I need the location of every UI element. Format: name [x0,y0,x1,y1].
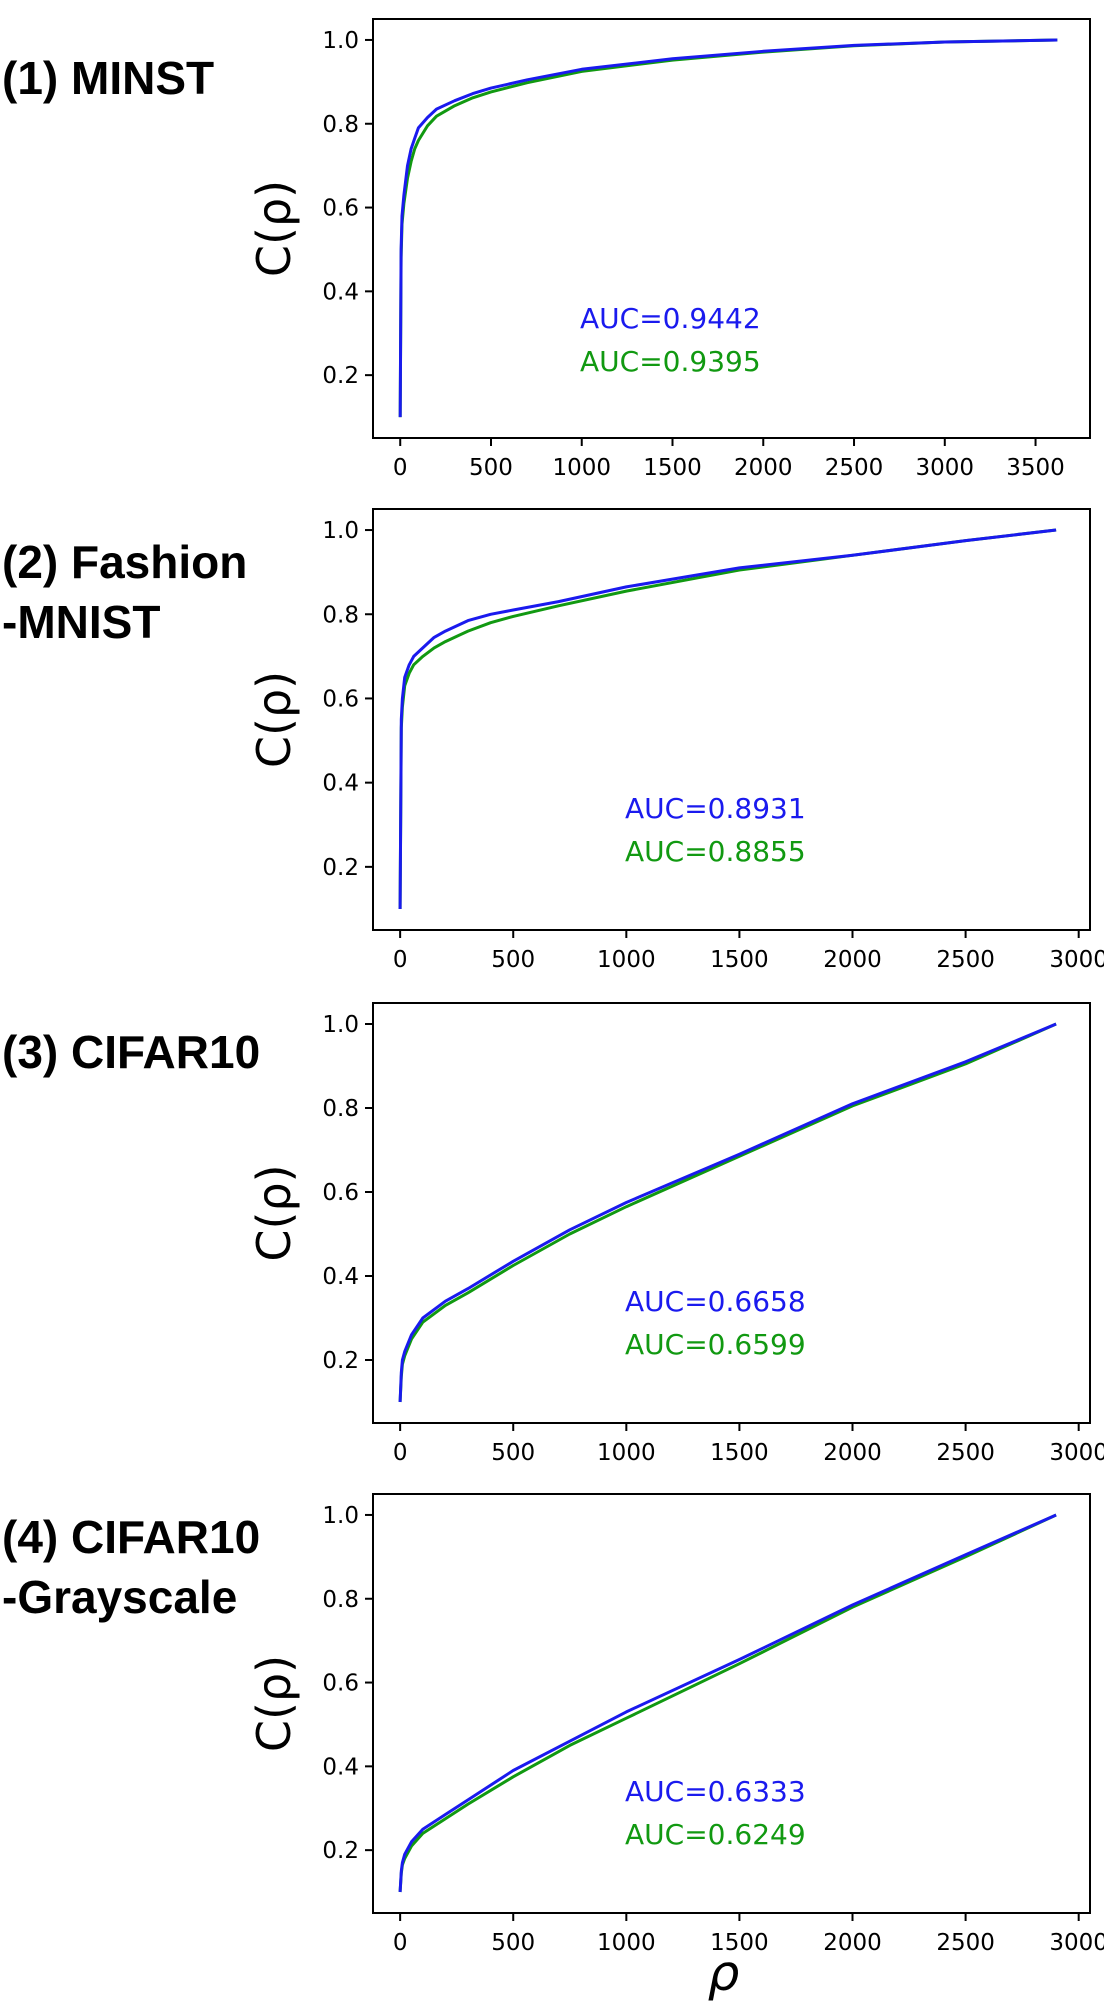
x-tick-label: 1500 [710,1930,769,1956]
y-tick-label: 0.2 [322,1348,359,1374]
y-tick-label: 0.4 [322,279,359,305]
x-tick-label: 1000 [597,1930,656,1956]
x-tick-label: 1500 [643,455,702,481]
x-tick-label: 3000 [1049,1930,1104,1956]
y-tick-label: 0.2 [322,1838,359,1864]
x-tick-label: 1000 [552,455,611,481]
x-tick-label: 1500 [710,947,769,973]
axes-frame [372,508,1091,931]
x-tick-label: 1500 [710,1440,769,1466]
x-tick-label: 3000 [916,455,975,481]
y-axis-label: C(ρ) [247,1164,301,1261]
auc-label-a: AUC=0.6658 [625,1285,806,1318]
x-tick-label: 500 [491,1930,535,1956]
y-axis-label: C(ρ) [247,180,301,277]
y-tick-label: 1.0 [322,1012,359,1038]
panel-label-1: (1) MINST [2,52,215,104]
y-axis-label: C(ρ) [247,1655,301,1752]
auc-label-a: AUC=0.8931 [625,792,806,825]
axes-frame [372,18,1091,439]
panel-label-3: (3) CIFAR10 [2,1026,261,1078]
chart-panel-2: 0 500 1000 1500 2000 2500 3000 0.2 0.4 0.6 0.8 1.0 C… [247,508,1104,973]
y-tick-label: 0.4 [322,771,359,797]
x-tick-label: 2500 [936,947,995,973]
x-tick-label: 2000 [823,947,882,973]
x-tick-label: 2000 [734,455,793,481]
y-tick-label: 0.6 [322,196,359,222]
y-tick-label: 0.4 [322,1754,359,1780]
y-tick-label: 0.8 [322,1096,359,1122]
axes-frame [372,1493,1091,1914]
x-tick-label: 3500 [1006,455,1065,481]
x-tick-label: 500 [491,1440,535,1466]
y-axis-label: C(ρ) [247,671,301,768]
x-axis-label: ρ [708,1944,740,2002]
auc-label-b: AUC=0.9395 [580,345,761,378]
x-tick-label: 1000 [597,947,656,973]
y-tick-label: 0.2 [322,855,359,881]
panel-label-4-text: (4) CIFAR10 -Grayscale [2,1511,261,1623]
x-tick-label: 0 [393,455,408,481]
series-line-a [398,1022,1057,1403]
chart-panel-3: 0 500 1000 1500 2000 2500 3000 0.2 0.4 0.6 0.8 1.0 C… [247,1002,1104,1466]
auc-label-b: AUC=0.8855 [625,835,806,868]
y-tick-label: 0.4 [322,1264,359,1290]
y-tick-label: 1.0 [322,1503,359,1529]
y-tick-label: 0.6 [322,1180,359,1206]
chart-panel-1: 0 500 1000 1500 2000 2500 3000 3500 0.2 0.4 0.6 0.8… [247,18,1091,481]
chart-panel-4: 0 500 1000 1500 2000 2500 3000 0.2 0.4 0.6 0.8 1.0 C… [247,1493,1104,2002]
x-tick-label: 2500 [936,1440,995,1466]
auc-label-a: AUC=0.9442 [580,302,761,335]
series-line-a [398,38,1058,418]
panel-label-2: (2) Fashion -MNIST [2,532,247,652]
auc-label-b: AUC=0.6599 [625,1328,806,1361]
auc-label-a: AUC=0.6333 [625,1775,806,1808]
series-line-a [398,1513,1057,1893]
y-tick-label: 1.0 [322,518,359,544]
panel-label-4: (4) CIFAR10 -Grayscale [2,1507,260,1627]
x-tick-label: 0 [393,1930,408,1956]
x-tick-label: 500 [469,455,513,481]
y-tick-label: 0.8 [322,112,359,138]
series-line-a [398,528,1057,910]
x-tick-label: 3000 [1049,1440,1104,1466]
x-tick-label: 2000 [823,1440,882,1466]
x-tick-label: 2000 [823,1930,882,1956]
x-tick-label: 0 [393,947,408,973]
x-tick-label: 3000 [1049,947,1104,973]
x-tick-label: 0 [393,1440,408,1466]
axes-frame [372,1002,1091,1424]
y-tick-label: 1.0 [322,28,359,54]
y-tick-label: 0.2 [322,363,359,389]
y-tick-label: 0.6 [322,1671,359,1697]
auc-label-b: AUC=0.6249 [625,1818,806,1851]
x-tick-label: 500 [491,947,535,973]
y-tick-label: 0.8 [322,1587,359,1613]
x-tick-label: 2500 [825,455,884,481]
panel-label-2-text: (2) Fashion -MNIST [2,536,248,648]
x-tick-label: 1000 [597,1440,656,1466]
x-tick-label: 2500 [936,1930,995,1956]
y-tick-label: 0.6 [322,686,359,712]
y-tick-label: 0.8 [322,602,359,628]
